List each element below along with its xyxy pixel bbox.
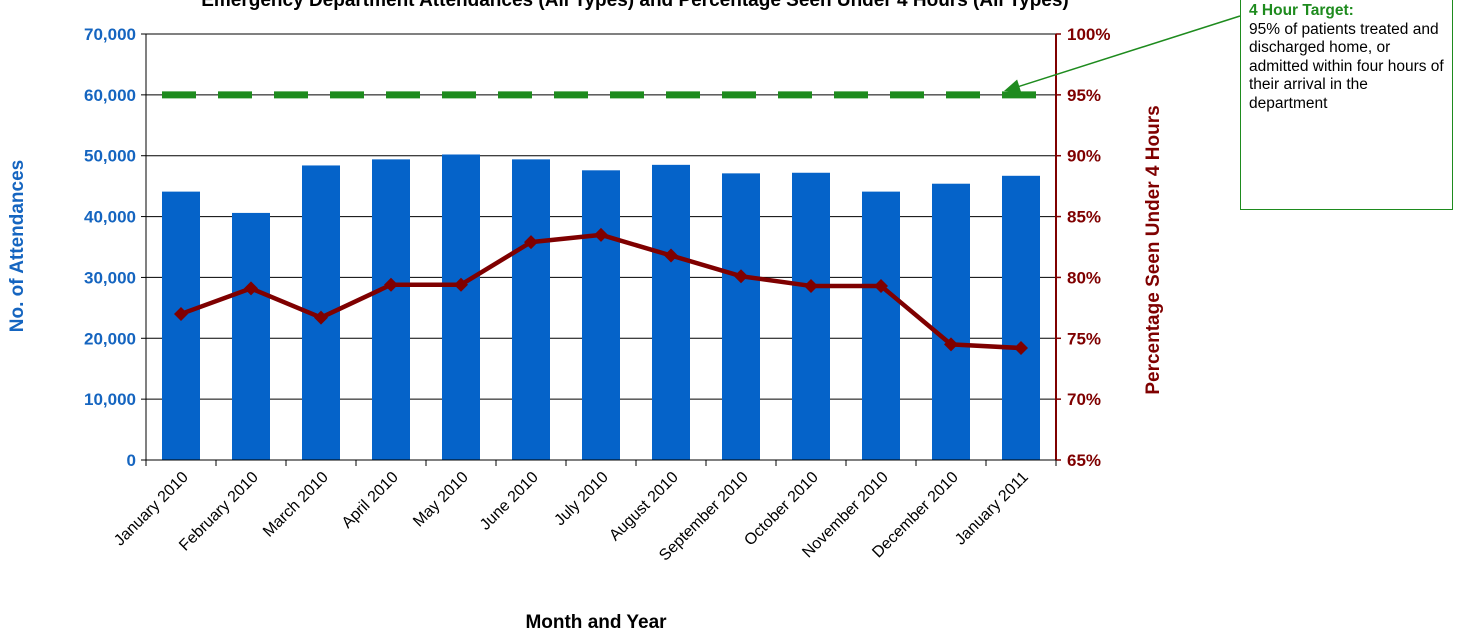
right-tick-label: 80% [1067,268,1101,287]
left-axis-ticks: 0 10,000 20,000 30,000 40,000 50,000 60,000 70,… [84,25,136,470]
left-tick-label: 20,000 [84,329,136,348]
x-tick-label: January 2011 [952,469,1032,549]
right-tick-label: 85% [1067,208,1101,227]
line-marker [664,248,678,263]
line-marker [384,277,398,292]
arrow-head [1004,79,1022,93]
y-axis-label: No. of Attendances [7,160,28,332]
chart-title: Emergency Department Attendances (All Ty… [201,0,1069,11]
line-marker [874,278,888,293]
right-tick-label: 65% [1067,451,1101,470]
line-marker [524,235,538,250]
bar [652,164,690,461]
target-callout: 4 Hour Target: 95% of patients treated a… [1240,0,1453,210]
right-axis-ticks: 65% 70% 75% 80% 85% 90% 95% 100% [1067,25,1110,470]
line-marker [804,278,818,293]
bar [232,212,270,460]
left-tick-label: 70,000 [84,25,136,44]
left-tick-label: 40,000 [84,208,136,227]
right-tick-label: 100% [1067,25,1110,44]
axes [141,33,1061,466]
bar [442,154,480,461]
bar [372,159,410,460]
x-tick-label: May 2010 [410,469,472,531]
x-tick-label: January 2010 [111,469,192,550]
bar [722,173,760,460]
line-marker [314,310,328,325]
left-tick-label: 0 [127,451,136,470]
arrow-shaft [1013,15,1241,89]
callout-text: 95% of patients treated and discharged h… [1249,20,1444,112]
line-marker [244,281,258,296]
left-tick-label: 60,000 [84,86,136,105]
bar [792,172,830,461]
line-marker [944,337,958,352]
x-tick-label: October 2010 [741,469,822,550]
bar [862,191,900,460]
line-series [174,227,1028,356]
x-axis-label: Month and Year [525,612,667,633]
right-tick-label: 90% [1067,147,1101,166]
right-tick-label: 75% [1067,329,1101,348]
x-tick-label: August 2010 [606,469,682,545]
y2-axis-label: Percentage Seen Under 4 Hours [1143,105,1164,394]
right-tick-label: 70% [1067,390,1101,409]
line-marker [174,306,188,321]
x-tick-label: April 2010 [339,469,402,532]
line-marker [1014,341,1028,356]
callout-arrow [1004,15,1241,93]
left-tick-label: 30,000 [84,268,136,287]
bar [512,159,550,460]
x-tick-label: June 2010 [477,469,542,534]
bar [932,183,970,461]
line-marker [734,269,748,284]
line-marker [454,277,468,292]
left-tick-label: 10,000 [84,390,136,409]
x-tick-label: July 2010 [551,469,612,530]
bar [1002,175,1040,460]
callout-title: 4 Hour Target: [1249,2,1354,19]
bar [162,191,200,460]
right-tick-label: 95% [1067,86,1101,105]
bar [582,170,620,460]
left-tick-label: 50,000 [84,147,136,166]
line-marker [594,227,608,242]
x-tick-label: March 2010 [260,469,332,541]
